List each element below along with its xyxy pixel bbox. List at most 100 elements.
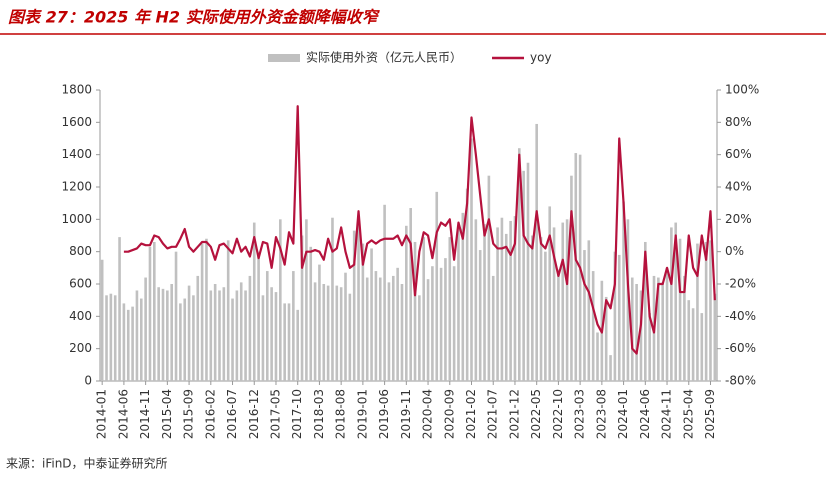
bar xyxy=(709,240,712,381)
y-tick-label: 1800 xyxy=(61,83,92,97)
bar xyxy=(439,267,443,381)
x-tick-label: 2017-10 xyxy=(290,389,304,439)
bar xyxy=(670,227,673,381)
bar xyxy=(587,240,591,381)
legend-label: yoy xyxy=(530,51,552,65)
bar xyxy=(370,248,373,381)
bar xyxy=(139,298,143,381)
bar xyxy=(239,282,243,381)
x-tick-label: 2017-05 xyxy=(268,389,282,439)
bar xyxy=(457,225,460,381)
bar xyxy=(691,308,695,381)
yoy-line xyxy=(123,105,716,355)
bar xyxy=(517,148,521,381)
bar xyxy=(183,298,187,381)
bar xyxy=(287,303,291,381)
bar xyxy=(448,237,452,381)
y2-tick-label: -60% xyxy=(725,341,756,355)
bar xyxy=(222,287,226,381)
x-tick-label: 2019-11 xyxy=(399,389,413,439)
bar xyxy=(105,295,108,381)
x-tick-label: 2023-08 xyxy=(594,389,608,439)
bar xyxy=(400,284,404,381)
legend-label: 实际使用外资（亿元人民币） xyxy=(306,50,462,65)
x-tick-label: 2021-12 xyxy=(507,389,521,439)
bar xyxy=(648,313,651,381)
x-tick-label: 2025-09 xyxy=(703,389,717,439)
y2-tick-label: -40% xyxy=(725,309,756,323)
bar xyxy=(630,277,634,381)
bar xyxy=(357,219,360,381)
bar xyxy=(318,264,321,381)
y-tick-label: 600 xyxy=(69,277,92,291)
bar xyxy=(574,153,578,381)
bar xyxy=(179,303,182,381)
bar xyxy=(704,241,708,381)
bar xyxy=(187,285,191,381)
bar xyxy=(609,355,612,381)
bar xyxy=(274,292,278,381)
bar xyxy=(283,303,286,381)
y2-tick-label: -80% xyxy=(725,374,756,388)
bar xyxy=(504,233,508,381)
bar xyxy=(409,208,412,381)
bar xyxy=(617,254,621,381)
bar xyxy=(557,269,560,381)
source: 来源：iFinD，中泰证券研究所 xyxy=(6,456,168,471)
bar xyxy=(696,243,699,381)
bar xyxy=(474,219,478,381)
bar xyxy=(300,235,304,381)
bar xyxy=(257,251,260,381)
x-tick-label: 2016-12 xyxy=(247,389,261,439)
x-tick-label: 2025-04 xyxy=(681,389,695,439)
bar xyxy=(565,219,569,381)
x-tick-label: 2019-06 xyxy=(377,389,391,439)
bar xyxy=(461,212,465,381)
y2-tick-label: 100% xyxy=(725,83,759,97)
bar xyxy=(413,241,417,381)
x-tick-label: 2014-01 xyxy=(95,389,109,439)
bar xyxy=(166,290,169,381)
bar xyxy=(109,293,113,381)
x-tick-label: 2021-07 xyxy=(486,389,500,439)
bar xyxy=(422,237,426,381)
bar xyxy=(305,219,308,381)
y-tick-label: 400 xyxy=(69,309,92,323)
legend-swatch xyxy=(268,54,300,62)
bar xyxy=(435,191,439,381)
bar xyxy=(583,250,586,381)
bar xyxy=(326,285,330,381)
bar xyxy=(292,271,295,381)
bar xyxy=(248,275,252,381)
bar xyxy=(687,300,691,381)
bar xyxy=(192,295,195,381)
bar xyxy=(378,277,382,381)
x-tick-label: 2019-01 xyxy=(355,389,369,439)
bar xyxy=(452,266,456,381)
bar xyxy=(339,287,343,381)
bar xyxy=(418,295,421,381)
bar xyxy=(570,175,573,381)
bar xyxy=(539,237,543,381)
bar xyxy=(348,293,352,381)
y2-tick-label: 0% xyxy=(725,244,744,258)
bar xyxy=(126,309,130,381)
y2-tick-label: -20% xyxy=(725,277,756,291)
x-tick-label: 2022-10 xyxy=(551,389,565,439)
bar xyxy=(644,241,647,381)
y2-tick-label: 60% xyxy=(725,147,752,161)
bar xyxy=(361,243,365,381)
bar xyxy=(678,238,682,381)
bar xyxy=(496,227,499,381)
bar xyxy=(713,293,717,381)
bar xyxy=(426,279,430,381)
y-tick-label: 0 xyxy=(84,374,92,388)
bar xyxy=(153,241,156,381)
bar xyxy=(531,235,534,381)
bar xyxy=(135,290,139,381)
x-tick-label: 2016-07 xyxy=(225,389,239,439)
bar xyxy=(526,162,530,381)
bar xyxy=(635,284,638,381)
y2-tick-label: 80% xyxy=(725,115,752,129)
